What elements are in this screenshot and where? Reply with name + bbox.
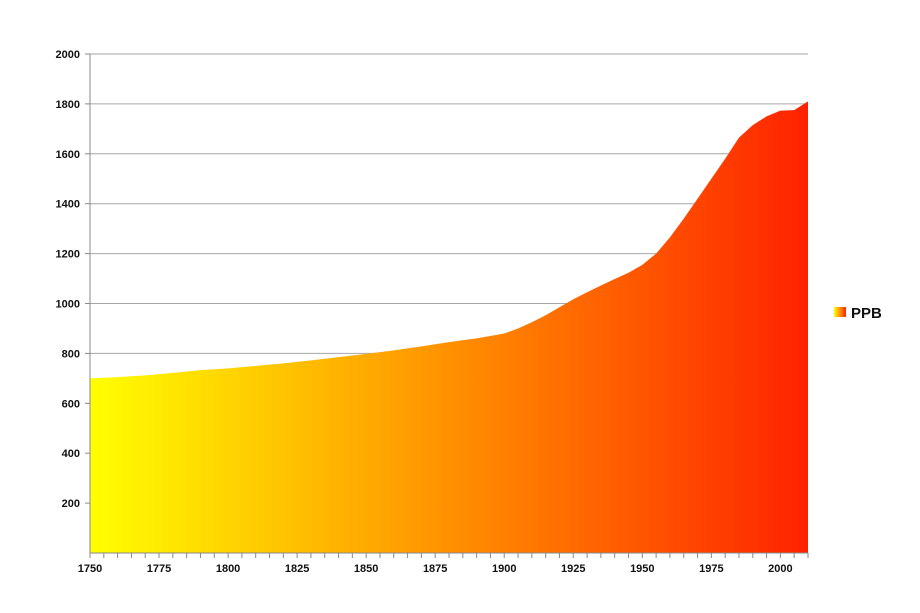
x-tick-label: 1750 xyxy=(78,563,102,575)
axes xyxy=(85,53,809,558)
y-tick-label: 1400 xyxy=(56,199,80,211)
series-area-ppb xyxy=(90,101,808,554)
x-tick-label: 1825 xyxy=(285,563,309,575)
x-tick-label: 1900 xyxy=(492,563,516,575)
x-tick-label: 1800 xyxy=(216,563,240,575)
x-tick-label: 1950 xyxy=(630,563,654,575)
x-tick-label: 1850 xyxy=(354,563,378,575)
legend-label-ppb: PPB xyxy=(851,305,882,322)
x-tick-label: 1775 xyxy=(147,563,171,575)
y-tick-label: 1800 xyxy=(56,99,80,111)
y-tick-label: 200 xyxy=(62,498,80,510)
y-tick-label: 2000 xyxy=(56,49,80,61)
y-tick-label: 400 xyxy=(62,448,80,460)
legend-swatch-ppb xyxy=(834,307,846,317)
y-tick-label: 1200 xyxy=(56,249,80,261)
legend: PPB xyxy=(834,305,882,322)
y-tick-label: 600 xyxy=(62,398,80,410)
x-tick-label: 1875 xyxy=(423,563,447,575)
y-tick-label: 1600 xyxy=(56,149,80,161)
x-axis-tick-labels: 1750 1775 1800 1825 1850 1875 1900 1925 1950 1975… xyxy=(78,563,793,575)
x-tick-label: 2000 xyxy=(768,563,792,575)
y-tick-label: 1000 xyxy=(56,299,80,311)
x-tick-label: 1925 xyxy=(561,563,585,575)
y-axis-tick-labels: 200 400 600 800 1000 1200 1400 1600 1800 2000 xyxy=(56,49,80,510)
x-tick-label: 1975 xyxy=(699,563,723,575)
y-tick-label: 800 xyxy=(62,348,80,360)
